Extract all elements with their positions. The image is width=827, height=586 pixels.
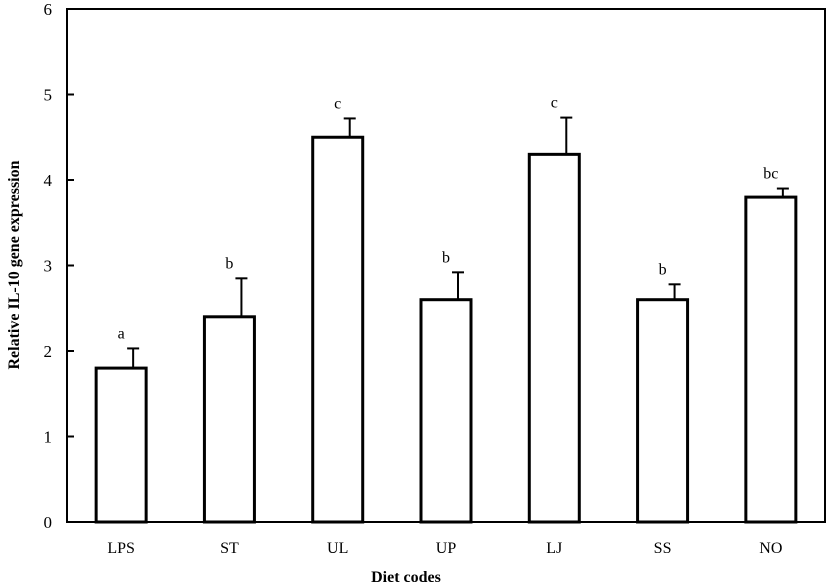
- bar: [311, 135, 365, 524]
- significance-letter: c: [334, 95, 341, 112]
- bar: [527, 152, 581, 524]
- significance-letter: c: [551, 95, 558, 112]
- y-tick-label: 1: [44, 428, 53, 447]
- y-tick-label: 3: [44, 257, 53, 276]
- y-tick-label: 4: [44, 171, 53, 190]
- bar: [202, 315, 256, 524]
- y-tick-label: 5: [44, 86, 53, 105]
- bar: [94, 366, 148, 524]
- y-tick-label: 2: [44, 342, 53, 361]
- x-tick-label: UP: [436, 540, 457, 557]
- x-axis: LPS ST UL UP LJ SS NO: [107, 540, 782, 557]
- y-tick-label: 6: [44, 0, 53, 19]
- x-tick-label: NO: [759, 540, 782, 557]
- significance-letter: b: [225, 255, 233, 272]
- x-tick-label: SS: [654, 540, 672, 557]
- x-tick-label: ST: [220, 540, 239, 557]
- bar: [636, 298, 690, 524]
- x-axis-title: Diet codes: [371, 569, 441, 586]
- y-axis-title: Relative IL-10 gene expression: [6, 160, 23, 369]
- bar: [419, 298, 473, 524]
- y-axis: 0 1 2 3 4 5 6: [44, 0, 74, 532]
- x-tick-label: LJ: [546, 540, 562, 557]
- x-tick-label: UL: [327, 540, 348, 557]
- significance-letter: b: [442, 249, 450, 266]
- x-tick-label: LPS: [107, 540, 135, 557]
- significance-letter: bc: [763, 166, 778, 183]
- bar: [744, 195, 798, 524]
- significance-letter: b: [659, 261, 667, 278]
- y-tick-label: 0: [44, 513, 53, 532]
- significance-letter: a: [118, 325, 125, 342]
